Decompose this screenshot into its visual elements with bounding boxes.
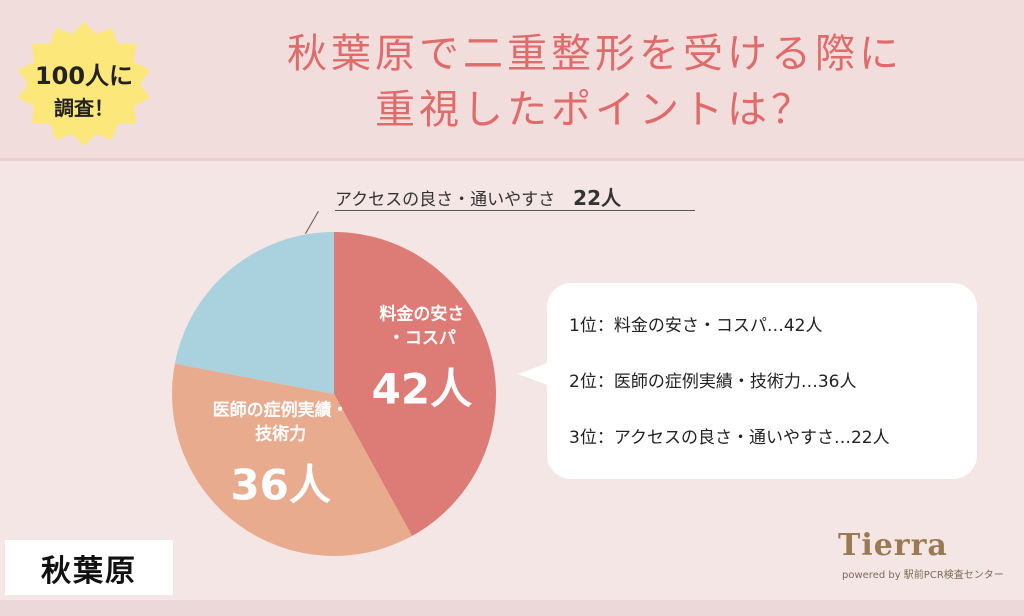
slice3-label-underline (335, 210, 695, 211)
callout-tail (518, 362, 550, 386)
pie-slice-2 (171, 363, 413, 556)
slice-1-value-label: 42人 (372, 364, 472, 413)
title-line-1: 秋葉原で二重整形を受ける際に (287, 31, 903, 77)
slice3-external-label: アクセスの良さ・通いやすさ 22人 (335, 182, 621, 211)
title-line-2: 重視したポイントは？ (375, 87, 815, 133)
slice-2-value-label: 36人 (230, 460, 330, 509)
pie-slice-1 (334, 232, 496, 536)
badge-burst-icon (18, 22, 150, 146)
survey-badge: 100人に 調査！ (10, 20, 158, 148)
page-title: 秋葉原で二重整形を受ける際に 重視したポイントは？ (180, 26, 1010, 138)
ranking-item-3: 3位：アクセスの良さ・通いやすさ…22人 (569, 428, 890, 448)
ranking-item-1: 1位：料金の安さ・コスパ…42人 (569, 316, 823, 336)
pie-slice-3 (174, 232, 334, 394)
slice-2-label-line: 技術力 (255, 423, 306, 444)
tierra-logo: Tierra powered by 駅前PCR検査センター (832, 522, 1012, 592)
badge-survey-text: 調査！ (54, 96, 114, 120)
ranking-callout: 1位：料金の安さ・コスパ…42人 2位：医師の症例実績・技術力…36人 3位：ア… (547, 283, 977, 479)
slice-2-label-line: 医師の症例実績・ (213, 399, 349, 420)
badge-count-text: 100人に (34, 62, 134, 90)
header-band: 100人に 調査！ 秋葉原で二重整形を受ける際に 重視したポイントは？ (0, 0, 1024, 161)
slice3-label-text: アクセスの良さ・通いやすさ (335, 190, 556, 210)
slice3-value-text: 22人 (573, 186, 621, 210)
logo-name: Tierra (838, 528, 948, 563)
ranking-item-2: 2位：医師の症例実績・技術力…36人 (569, 372, 857, 392)
city-label: 秋葉原 (5, 540, 173, 595)
slice-1-label-line: ・コスパ (388, 328, 456, 348)
logo-subtitle: powered by 駅前PCR検査センター (842, 570, 1004, 581)
slice-1-label-line: 料金の安さ (379, 303, 464, 324)
bottom-strip (0, 600, 1024, 616)
